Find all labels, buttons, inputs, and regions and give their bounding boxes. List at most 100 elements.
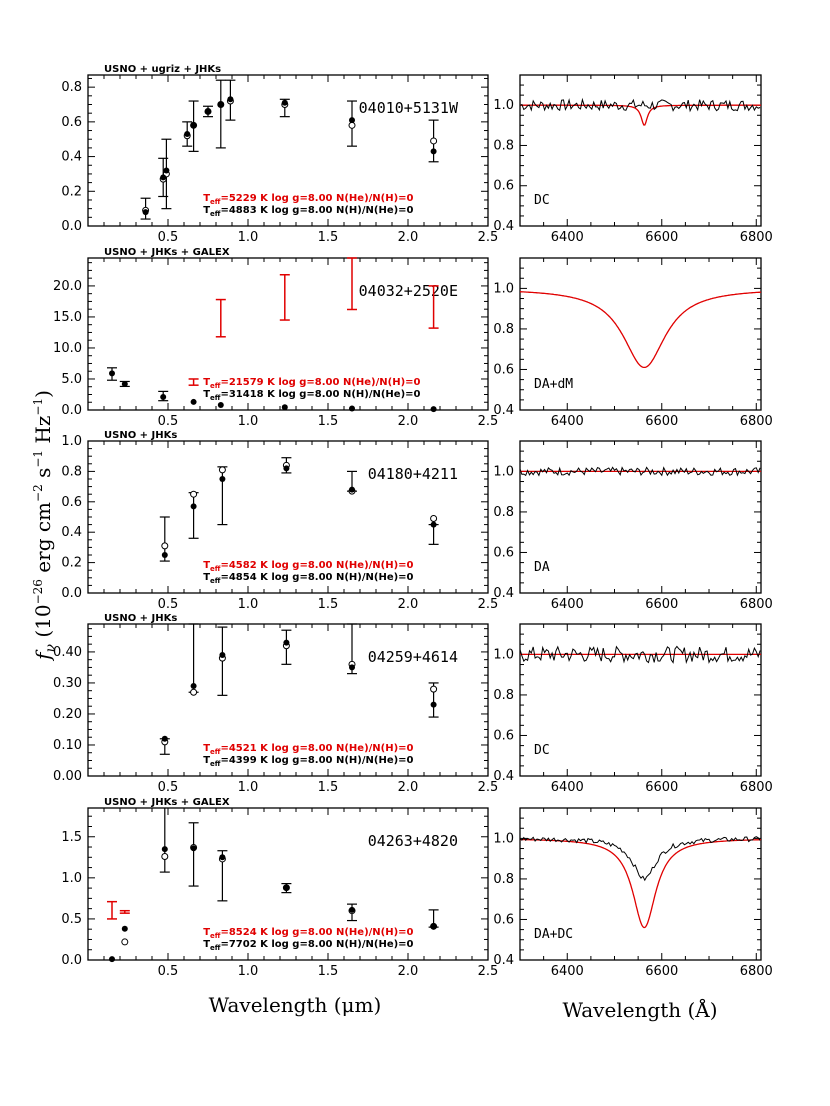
photometry-label: USNO + JHKs + GALEX [104,247,230,258]
sed-panel-3: 0.5 1.0 1.5 2.0 2.5 0.0 0.2 0.4 0.6 0.8 1.0 USNO + … [61,430,498,612]
x-tick-label: 6400 [551,964,584,979]
spectral-type-label: DA+dM [534,377,573,392]
model-he-label: Teff=8524 K log g=8.00 N(He)/N(H)=0 [203,927,413,940]
x-tick-label: 1.0 [238,230,259,245]
model-flux-point [142,209,149,216]
x-tick-label: 0.5 [158,597,179,612]
observed-spectrum-line [519,836,761,882]
y-tick-label: 1.0 [493,98,514,113]
model-spectrum-line [520,104,761,126]
model-flux-point [227,96,234,103]
x-tick-label: 2.0 [398,597,419,612]
model-flux-point [190,398,197,405]
y-tick-label: 0.8 [61,464,82,479]
y-tick-label: 1.0 [493,281,514,296]
model-flux-point [430,148,437,155]
photometry-label: USNO + ugriz + JHKs [104,64,221,75]
sed-frame [87,74,489,227]
model-flux-point [281,99,288,106]
model-flux-point [430,923,437,930]
y-tick-label: 0.8 [493,138,514,153]
spectrum-frame [519,257,762,411]
x-tick-label: 0.5 [158,964,179,979]
model-flux-point [161,735,168,742]
spectrum-panel-3: 6400 6600 6800 0.4 0.6 0.8 1.0 DA [493,440,773,612]
x-axis-title-left: Wavelength (μm) [209,993,382,1017]
model-flux-point [219,652,226,659]
x-tick-label: 1.5 [318,964,339,979]
y-tick-label: 0.8 [61,80,82,95]
model-flux-point [283,884,290,891]
sed-panel-1: 0.5 1.0 1.5 2.0 2.5 0.0 0.2 0.4 0.6 0.8 USNO + ugr… [61,64,498,245]
x-tick-label: 6400 [551,230,584,245]
spectral-type-label: DC [534,743,550,758]
y-tick-label: 0.0 [61,403,82,418]
x-tick-label: 1.0 [238,414,259,429]
panels: 0.5 1.0 1.5 2.0 2.5 0.0 0.2 0.4 0.6 0.8 USNO + ugr… [53,64,773,979]
model-he-label: Teff=21579 K log g=8.00 N(He)/N(H)=0 [203,377,420,390]
observed-flux-point [121,938,129,946]
model-flux-point [163,167,170,174]
sed-panel-2: 0.5 1.0 1.5 2.0 2.5 0.0 5.0 10.0 15.0 20.0 USNO + … [53,247,498,429]
x-tick-label: 2.5 [478,414,499,429]
x-tick-label: 2.5 [478,780,499,795]
model-flux-point [205,108,211,115]
y-tick-label: 0.4 [493,953,514,968]
y-tick-label: 1.0 [61,434,82,449]
model-he-label: Teff=4582 K log g=8.00 N(He)/N(H)=0 [203,560,413,573]
y-tick-label: 0.4 [493,403,514,418]
x-tick-label: 2.5 [478,597,499,612]
model-flux-point [190,845,197,852]
y-tick-label: 0.6 [493,179,514,194]
model-flux-point [190,503,197,510]
x-tick-label: 2.5 [478,964,499,979]
model-flux-point [219,854,226,861]
y-tick-label: 0.8 [493,872,514,887]
y-tick-label: 0.0 [61,953,82,968]
model-he-label: Teff=4521 K log g=8.00 N(He)/N(H)=0 [203,743,413,756]
sed-panel-5: 0.5 1.0 1.5 2.0 2.5 0.0 0.5 1.0 1.5 USNO + JHKs +… [61,797,498,979]
spectral-type-label: DA [534,560,550,575]
model-he-label: Teff=5229 K log g=8.00 N(He)/N(H)=0 [203,193,413,206]
model-h-label: Teff=7702 K log g=8.00 N(H)/N(He)=0 [203,939,413,952]
model-flux-point [349,664,355,671]
y-tick-label: 0.10 [53,738,82,753]
y-tick-label: 0.40 [53,645,82,660]
x-tick-label: 2.0 [398,964,419,979]
model-flux-point [121,925,128,932]
x-tick-label: 0.5 [158,414,179,429]
y-tick-label: 0.2 [61,556,82,571]
observed-flux-point [161,852,169,860]
x-tick-label: 2.0 [398,414,419,429]
x-tick-label: 6800 [740,964,773,979]
y-tick-label: 15.0 [53,310,82,325]
observed-flux-point [430,685,438,693]
model-flux-point [161,552,168,558]
x-tick-label: 6600 [645,780,678,795]
observed-flux-point [190,688,198,696]
y-tick-label: 0.4 [61,150,82,165]
y-tick-label: 0.30 [53,676,82,691]
y-tick-label: 0.8 [493,688,514,703]
x-tick-label: 1.5 [318,414,339,429]
photometry-label: USNO + JHKs [104,430,177,441]
model-flux-point [349,117,355,124]
photometry-label: USNO + JHKs [104,613,177,624]
object-name: 04032+2520E [359,282,458,300]
y-tick-label: 0.0 [61,219,82,234]
model-flux-point [160,174,167,181]
y-tick-label: 0.6 [493,728,514,743]
model-h-label: Teff=4399 K log g=8.00 N(H)/N(He)=0 [203,755,413,768]
model-flux-point [349,486,355,493]
observed-flux-point [190,490,198,498]
model-flux-point [184,131,191,138]
spectrum-frame [519,807,762,961]
model-flux-point [430,701,437,708]
x-tick-label: 6800 [740,414,773,429]
y-tick-label: 0.6 [493,545,514,560]
y-tick-label: 0.0 [61,586,82,601]
observed-spectrum-line [519,466,761,477]
sed-frame [87,257,489,411]
y-tick-label: 0.4 [493,219,514,234]
